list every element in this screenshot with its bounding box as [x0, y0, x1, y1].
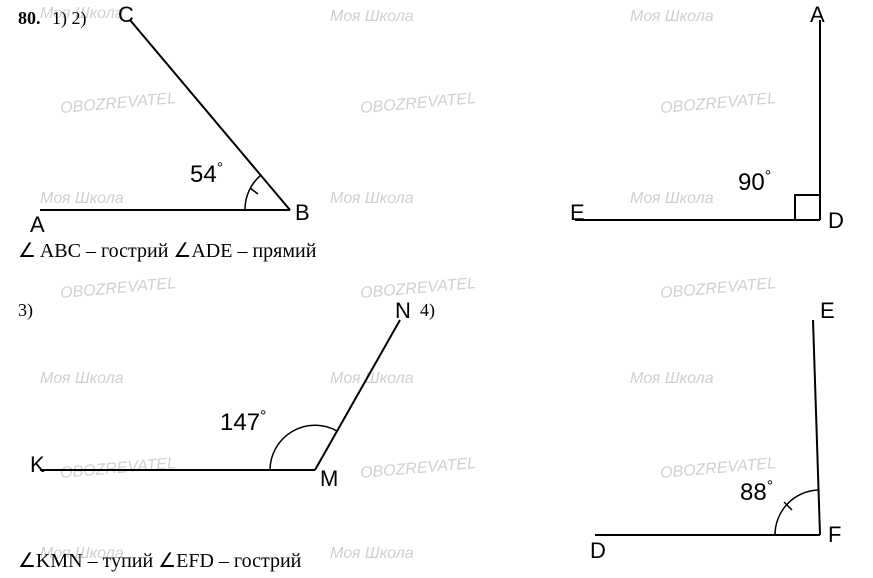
caption-line-2: ∠KMN – тупий ∠EFD – гострий: [18, 548, 301, 573]
point-D-4: D: [590, 538, 606, 564]
diagram-kmn: [40, 320, 400, 470]
point-D-2: D: [828, 208, 844, 234]
part-label-4: 4): [420, 300, 435, 321]
deg-symbol: °: [765, 168, 771, 185]
deg-symbol: °: [767, 478, 773, 495]
point-A-2: A: [810, 2, 825, 28]
point-M-3: M: [320, 466, 338, 492]
point-K-3: K: [30, 452, 45, 478]
part-label-1-2: 1) 2): [52, 8, 87, 29]
point-F-4: F: [828, 522, 841, 548]
angle-num: 88: [740, 479, 767, 506]
deg-symbol: °: [217, 160, 223, 177]
point-E-2: E: [570, 200, 585, 226]
caption-line-1: ∠ ABC – гострий ∠ADE – прямий: [18, 238, 316, 263]
angle-num: 147: [220, 409, 260, 436]
point-E-4: E: [820, 298, 835, 324]
point-B-1: B: [295, 200, 310, 226]
diagram-ade: [575, 20, 820, 220]
diagram-abc: [40, 20, 290, 210]
deg-symbol: °: [260, 408, 266, 425]
angle-value-kmn: 147°: [220, 408, 266, 437]
angle-value-abc: 54°: [190, 160, 223, 189]
angle-value-ade: 90°: [738, 168, 771, 197]
angle-value-efd: 88°: [740, 478, 773, 507]
angle-num: 54: [190, 161, 217, 188]
point-A-1: A: [30, 212, 45, 238]
part-label-3: 3): [18, 300, 33, 321]
point-N-3: N: [395, 298, 411, 324]
point-C-1: C: [118, 2, 134, 28]
problem-number: 80.: [18, 8, 41, 29]
angle-num: 90: [738, 169, 765, 196]
diagram-efd: [595, 320, 820, 535]
